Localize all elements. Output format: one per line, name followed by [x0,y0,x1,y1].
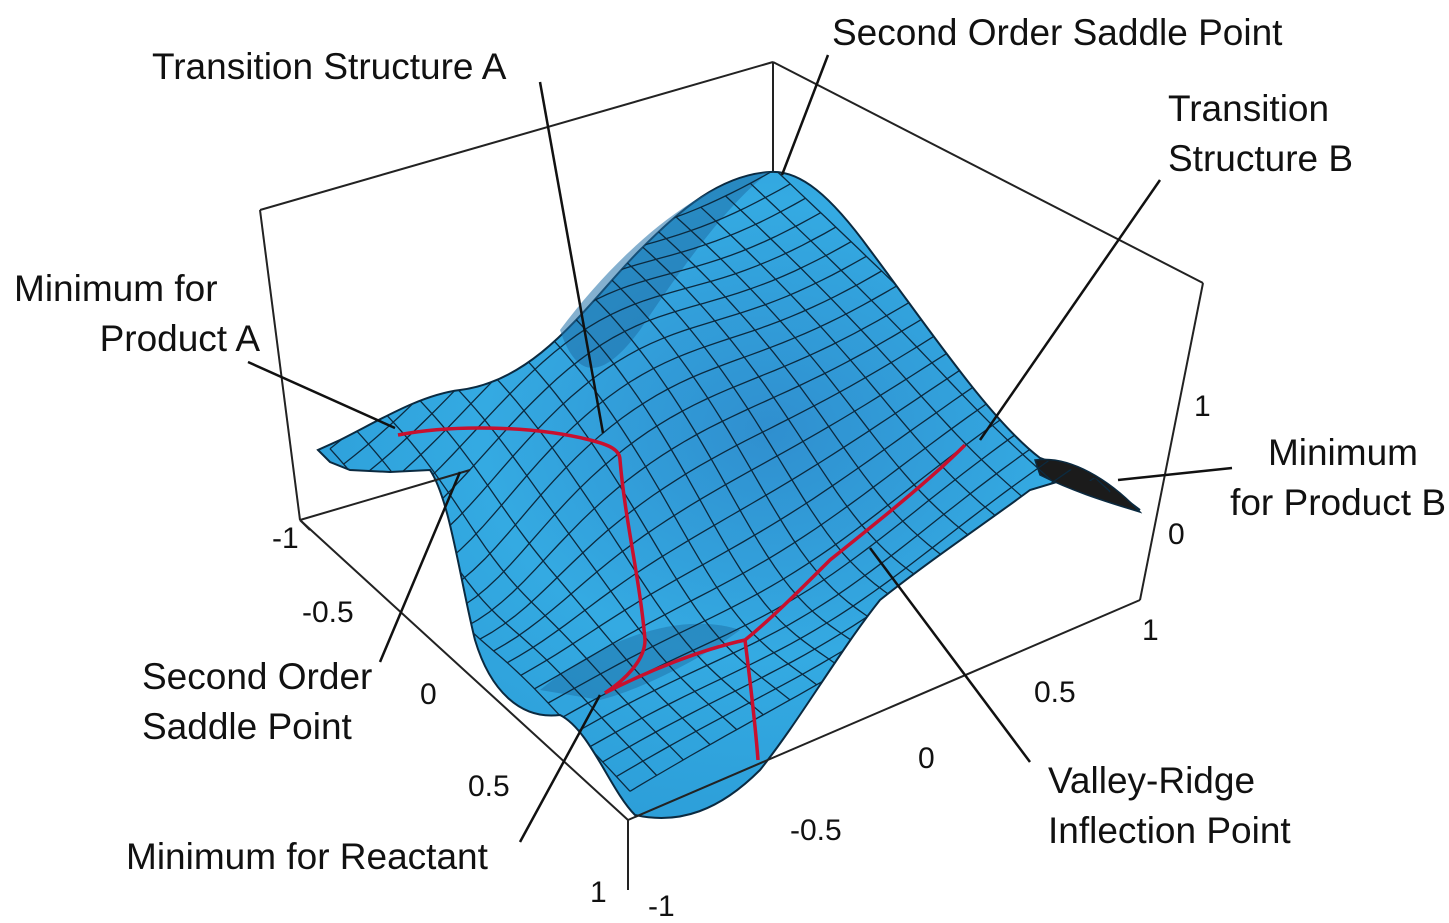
mesh-line [453,336,764,716]
tick-left-neg1: -1 [272,522,299,555]
tick-left-neg05: -0.5 [302,596,354,629]
mesh-line [428,360,738,731]
mesh-line [650,224,978,583]
leader-transition-b [978,179,1162,441]
mesh-line [502,292,818,686]
label-second-order-saddle-left: Second Order Saddle Point [142,656,373,747]
label-second-order-saddle-top: Second Order Saddle Point [832,12,1283,53]
tick-vertical-1: 1 [1194,390,1211,423]
tick-vertical-0: 0 [1168,518,1185,551]
label-valley-ridge-inflection: Valley-Ridge Inflection Point [1048,760,1291,851]
surface-fill [316,170,1141,819]
leader-transition-a [538,81,605,434]
mesh-line [527,274,844,670]
bounding-box-back [259,61,1204,601]
leader-second-order-top [780,54,830,176]
tick-front-neg05: -0.5 [790,814,842,847]
bounding-box-front [299,469,1141,890]
product-b-basin [1034,458,1143,514]
leader-reactant [518,694,602,843]
tick-left-1: 1 [590,876,607,909]
leader-product-a [247,360,396,430]
tick-front-1: 1 [1142,614,1159,647]
tick-left-0: 0 [420,678,437,711]
leader-lines [247,54,1233,843]
label-transition-structure-a: Transition Structure A [152,46,507,87]
mesh-line [576,249,898,637]
mesh-line [675,216,1004,564]
tick-left-05: 0.5 [468,770,510,803]
reaction-paths [397,426,967,761]
path-branch-down [743,639,760,761]
mesh-line [477,313,791,701]
mesh-line [403,384,711,746]
mesh-line [601,240,924,619]
mesh-line [552,260,871,654]
mesh-line [725,195,1058,528]
label-transition-structure-b: Transition Structure B [1168,88,1354,179]
mesh-line [626,232,951,601]
label-minimum-reactant: Minimum for Reactant [126,836,488,877]
label-minimum-product-b: Minimum for Product B [1230,432,1446,523]
path-to-product-a [397,426,647,695]
label-minimum-product-a: Minimum for Product A [14,268,260,359]
leader-product-b [1117,466,1233,482]
tick-front-0: 0 [918,742,935,775]
tick-front-neg1: -1 [648,890,675,923]
path-to-product-b [604,443,967,695]
mesh-line [700,206,1031,546]
energy-surface [316,170,1143,819]
mesh-line [749,182,1084,510]
tick-front-05: 0.5 [1034,676,1076,709]
leader-second-order-left [378,471,462,663]
leader-vri [868,547,1032,763]
mesh-line [378,406,684,761]
